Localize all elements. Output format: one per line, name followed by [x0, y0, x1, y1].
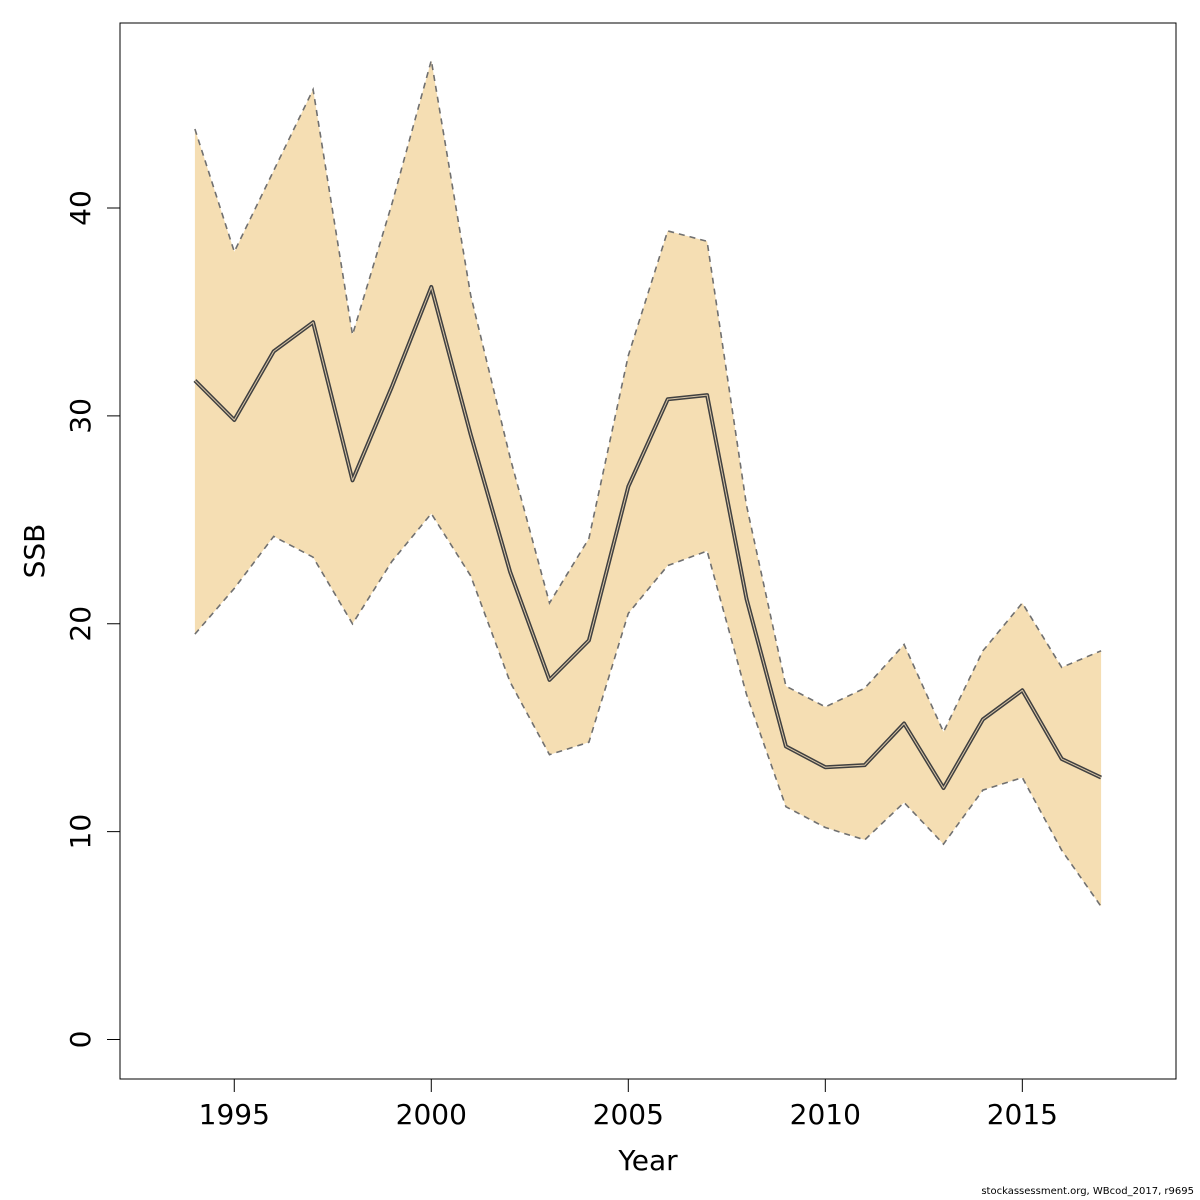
y-tick-label: 20 [64, 606, 97, 642]
x-tick-label: 2010 [790, 1098, 861, 1131]
y-tick-label: 40 [64, 190, 97, 226]
upper-bound-line [194, 60, 1102, 734]
lower-bound-line [194, 512, 1102, 907]
plot-area [193, 60, 1102, 907]
y-tick-label: 10 [64, 814, 97, 850]
x-tick-label: 2005 [593, 1098, 664, 1131]
x-tick-label: 1995 [199, 1098, 270, 1131]
y-tick-label: 0 [64, 1031, 97, 1049]
x-axis: 1995 2000 2005 2010 2015 [199, 1078, 1058, 1131]
y-axis-title: SSB [18, 524, 51, 579]
confidence-band [194, 60, 1102, 907]
x-tick-label: 2015 [987, 1098, 1058, 1131]
y-tick-label: 30 [64, 398, 97, 434]
x-axis-title: Year [617, 1144, 678, 1177]
footer-credit: stockassessment.org, WBcod_2017, r9695 [981, 1186, 1194, 1197]
x-tick-label: 2000 [396, 1098, 467, 1131]
y-axis: 0 10 20 30 40 [64, 190, 121, 1049]
ssb-estimate-line-core [194, 286, 1102, 789]
